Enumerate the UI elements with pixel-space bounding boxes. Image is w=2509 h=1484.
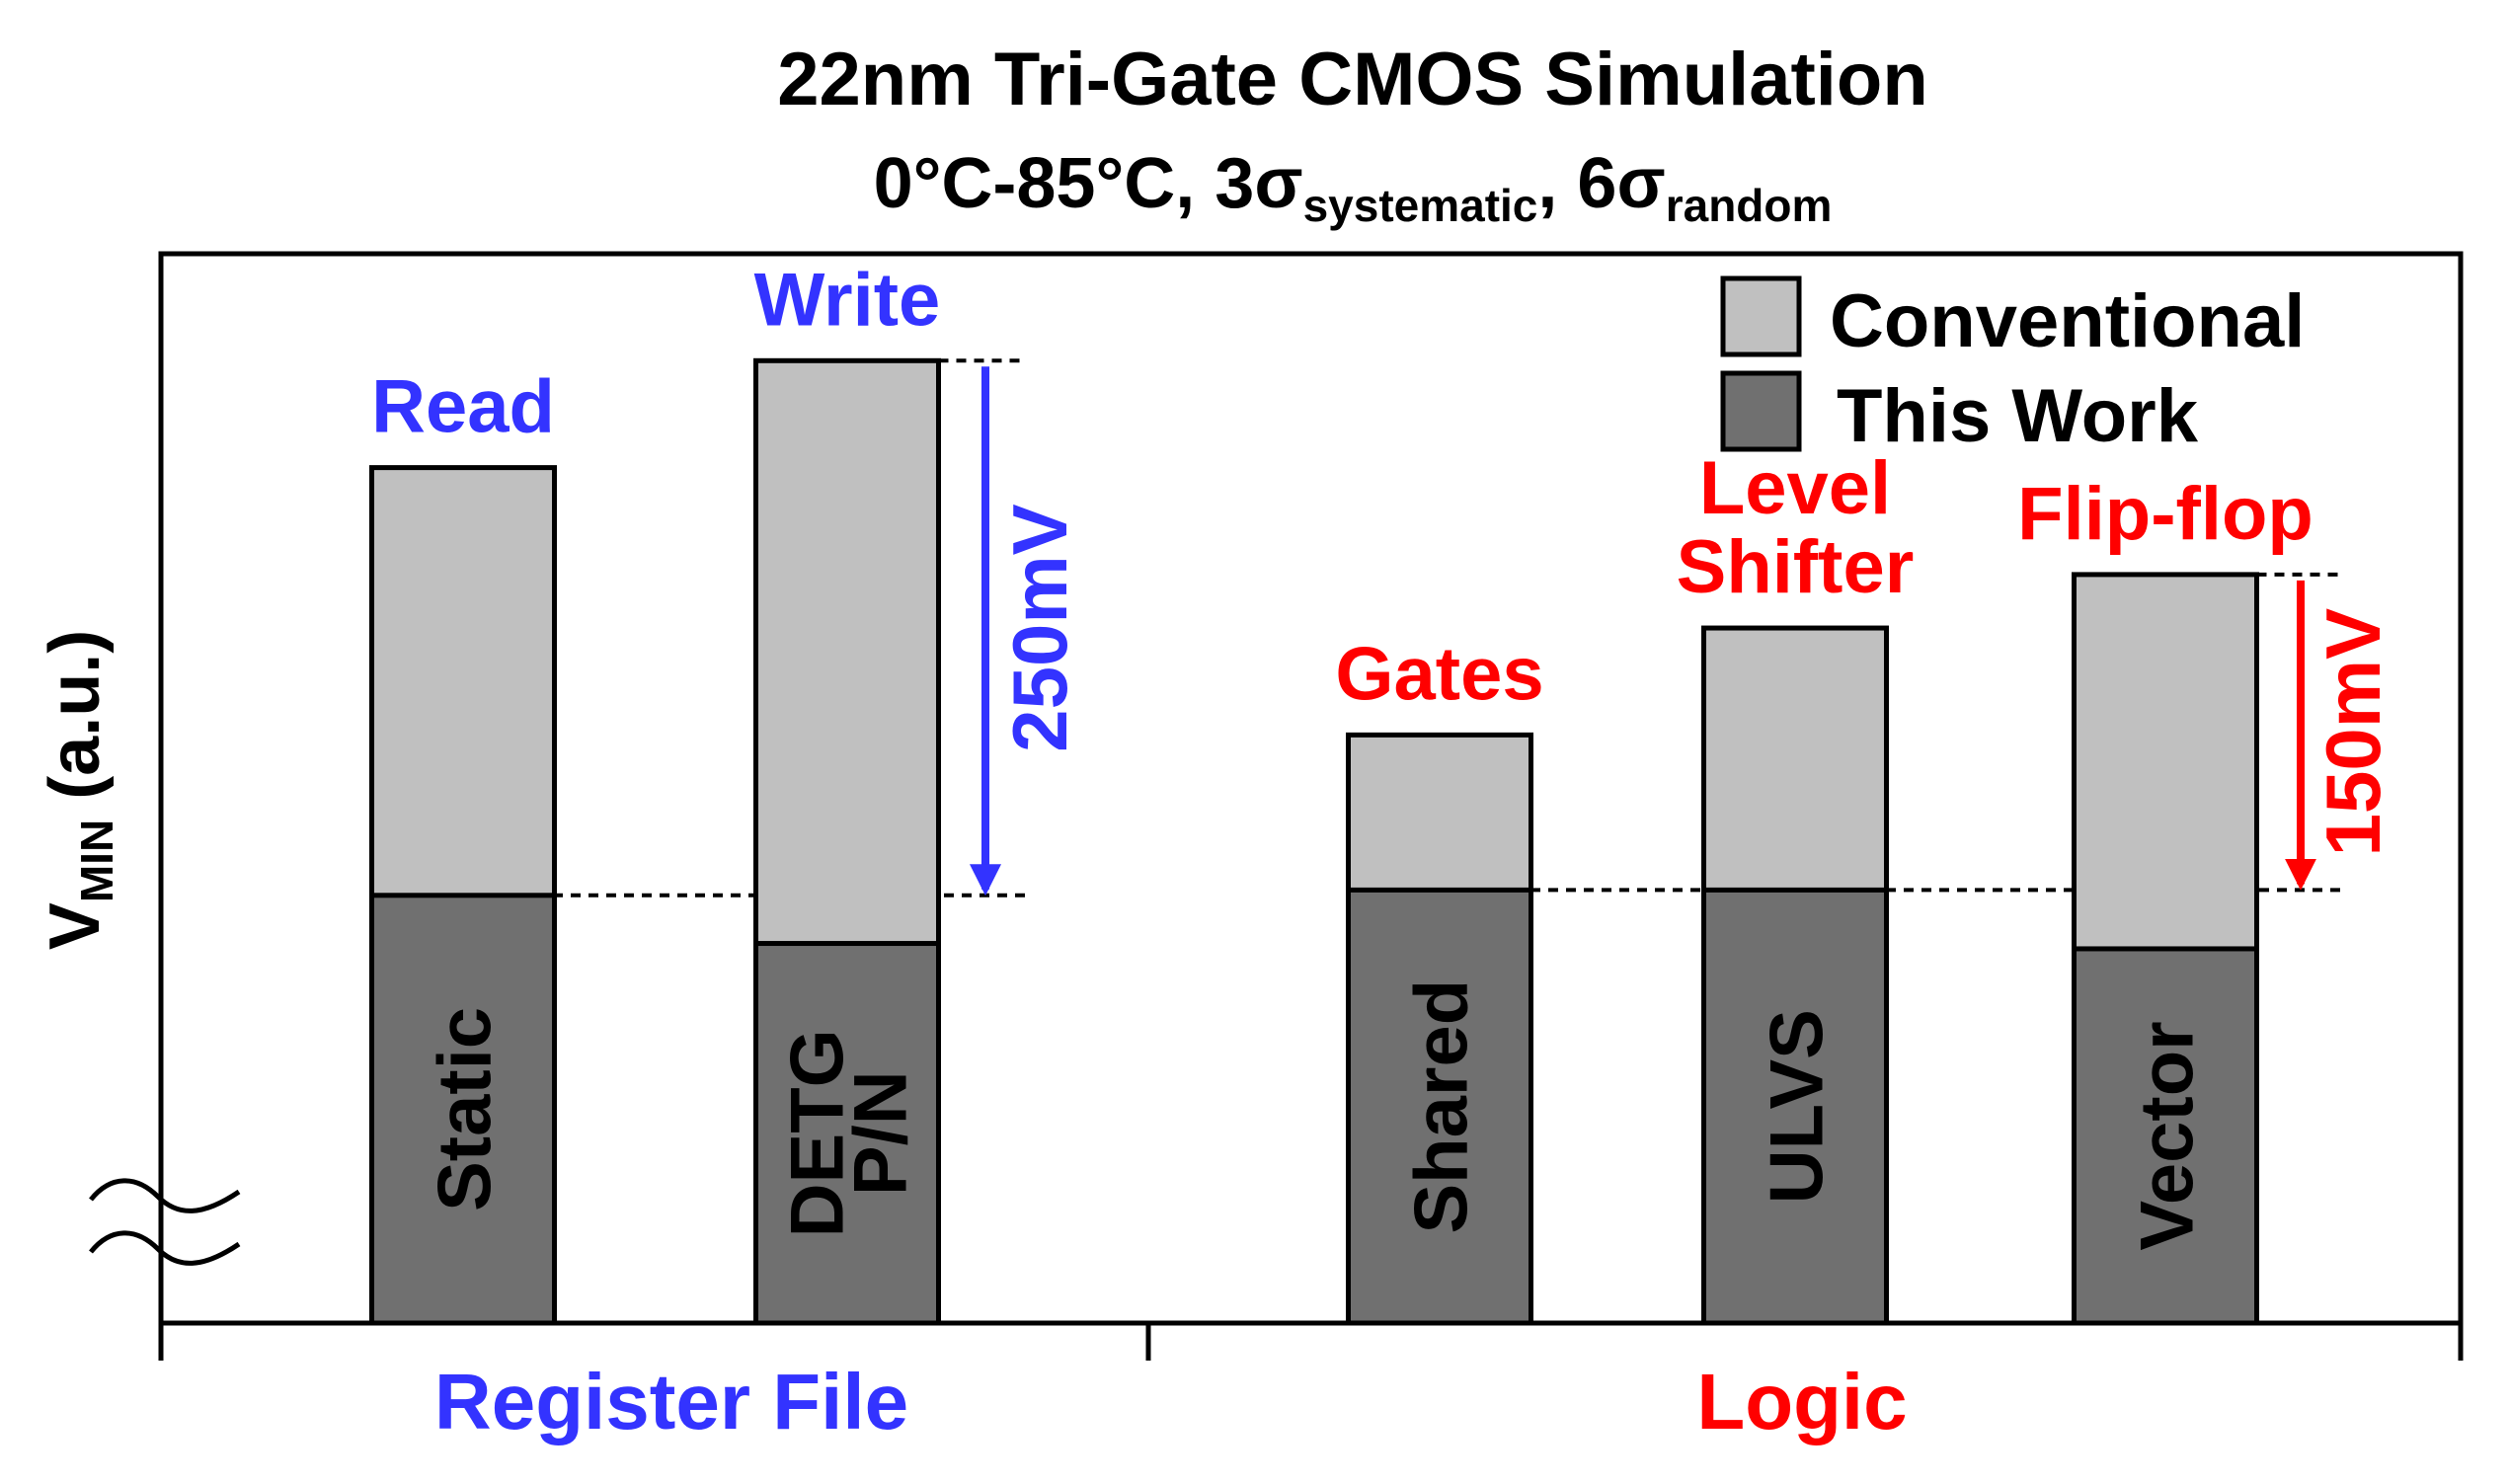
subtitle-prefix: 0°C-85°C, 3σ: [874, 144, 1303, 223]
top-label-flip-flop: Flip-flop: [2017, 472, 2313, 556]
top-label-shifter: Shifter: [1677, 525, 1915, 609]
delta-label-150mv: 150mV: [2310, 608, 2396, 857]
legend-swatch-this-work: [1720, 370, 1802, 452]
bar-label-line-p-n: P/N: [838, 1070, 922, 1196]
legend: Conventional This Work: [1720, 275, 2305, 458]
bar-label-line-shared: Shared: [1399, 979, 1483, 1234]
bar-label-ulvs: ULVS: [1755, 1009, 1839, 1204]
delta-label-250mv: 250mV: [996, 504, 1083, 752]
bar-label-line-static: Static: [423, 1007, 507, 1211]
top-label-write: Write: [754, 258, 941, 342]
subtitle-middle: , 6σ: [1537, 144, 1665, 223]
y-axis-label-sub: MIN: [71, 820, 122, 902]
bar-label-static: Static: [423, 1007, 507, 1211]
group-label-logic: Logic: [1696, 1358, 1907, 1445]
bar-this-work-shared: [1346, 887, 1533, 1326]
legend-label-conventional: Conventional: [1830, 279, 2305, 363]
bar-this-work-ulvs: [1701, 887, 1889, 1326]
subtitle-sub-systematic: systematic: [1303, 180, 1538, 231]
group-label-register-file: Register File: [434, 1358, 908, 1445]
y-axis-label: VMIN (a.u.): [36, 630, 122, 950]
chart-subtitle: 0°C-85°C, 3σsystematic, 6σrandom: [874, 144, 1833, 231]
top-label-gates: Gates: [1335, 632, 1543, 716]
plot-frame: [158, 251, 2464, 1323]
subtitle-sub-random: random: [1666, 180, 1833, 231]
top-label-read: Read: [371, 365, 555, 449]
bar-this-work-static: [369, 893, 557, 1326]
legend-swatch-conventional: [1720, 275, 1802, 357]
chart-title: 22nm Tri-Gate CMOS Simulation: [777, 38, 1928, 121]
bar-this-work-vector: [2072, 946, 2259, 1326]
bar-label-line-detg: DETG: [775, 1029, 859, 1237]
bar-label-line-vector: Vector: [2125, 1021, 2209, 1250]
bar-label-shared: Shared: [1399, 979, 1483, 1234]
labels-layer: Static Read DETGP/N Write Shared Gates ULVS Lev…: [371, 258, 2396, 1445]
bar-label-detg-p-n: DETGP/N: [775, 1029, 922, 1237]
y-axis-label-main: V: [36, 902, 115, 950]
bar-this-work-detg-p-n: [753, 941, 941, 1326]
top-label-level: Level: [1699, 446, 1891, 530]
legend-label-this-work: This Work: [1837, 374, 2199, 458]
y-axis-break: [89, 1178, 241, 1266]
y-axis-label-suffix: (a.u.): [36, 630, 115, 820]
bar-label-line-ulvs: ULVS: [1755, 1009, 1839, 1204]
bar-label-vector: Vector: [2125, 1021, 2209, 1250]
bars-layer: [369, 357, 2259, 1326]
